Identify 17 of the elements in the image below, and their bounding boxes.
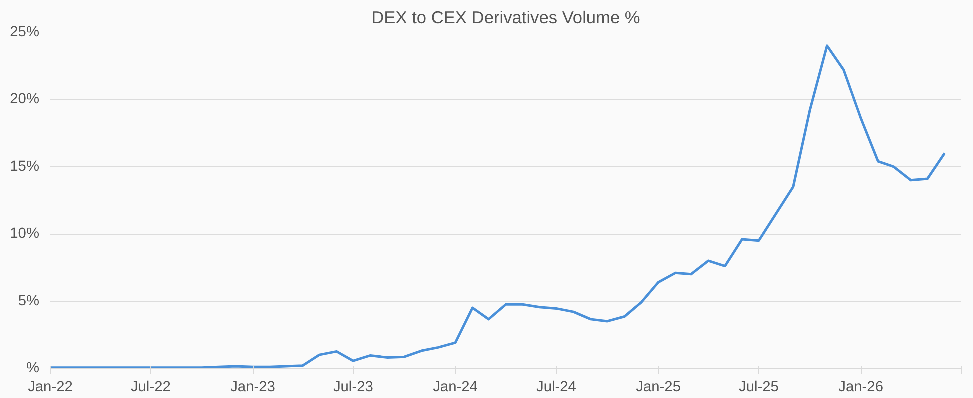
x-tick-label: Jan-23 <box>230 380 276 396</box>
x-tick-label: Jan-26 <box>838 380 884 396</box>
y-tick-label: 5% <box>18 293 40 310</box>
x-tick-label: Jan-24 <box>433 380 478 396</box>
x-tick-label: Jan-22 <box>28 380 73 396</box>
y-tick-label: % <box>26 360 40 376</box>
x-tick-label: Jan-25 <box>636 380 681 396</box>
y-tick-label: 25% <box>10 24 40 40</box>
y-tick-label: 20% <box>10 92 40 108</box>
x-tick-label: Jul-22 <box>130 380 171 396</box>
x-tick-label: Jul-23 <box>333 380 374 396</box>
x-tick-label: Jul-24 <box>536 380 576 396</box>
chart-title: DEX to CEX Derivatives Volume % <box>372 8 640 28</box>
y-tick-label: 15% <box>10 158 40 175</box>
x-tick-label: Jul-25 <box>739 380 779 396</box>
line-series <box>50 44 946 368</box>
y-tick-label: 10% <box>10 226 40 242</box>
